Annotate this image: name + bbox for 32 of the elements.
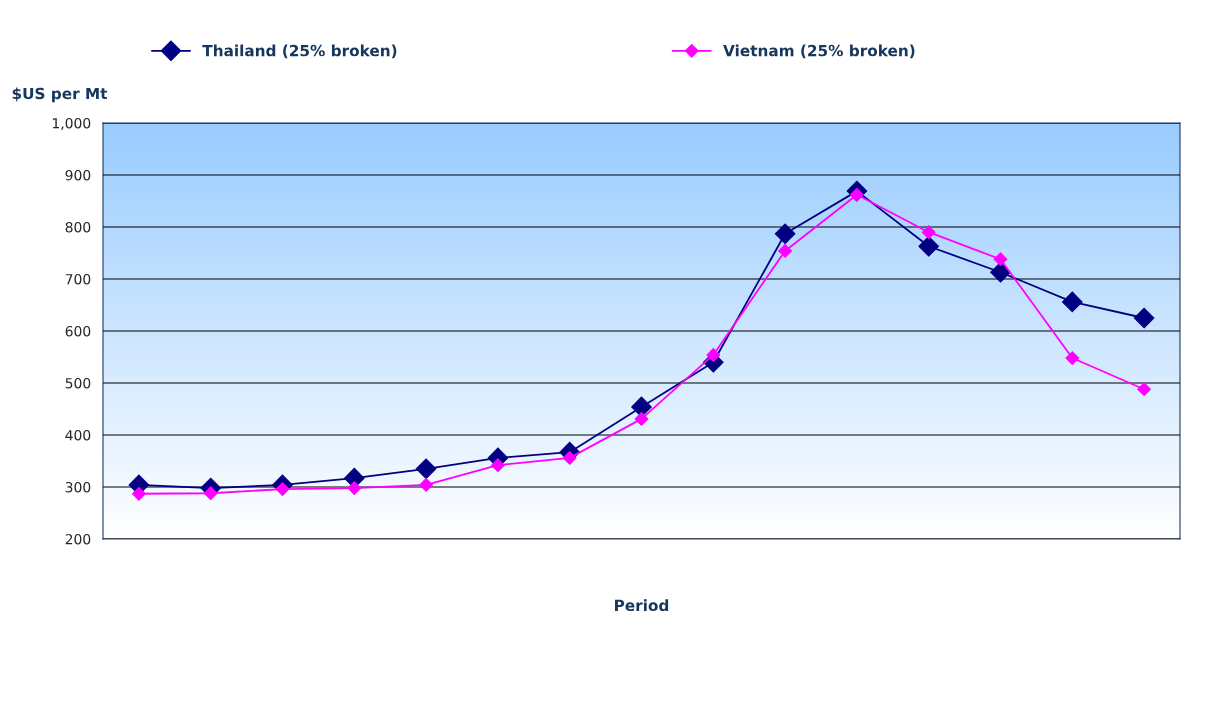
point bbox=[990, 261, 1011, 283]
point bbox=[1133, 307, 1155, 329]
y-tick-label: 1,000 bbox=[52, 117, 91, 130]
point bbox=[419, 478, 433, 492]
point bbox=[132, 486, 146, 501]
point bbox=[921, 225, 936, 240]
point bbox=[778, 244, 792, 258]
y-tick-label: 200 bbox=[65, 533, 91, 545]
y-tick-label: 500 bbox=[65, 377, 91, 389]
legend-label: Vietnam (25% broken) bbox=[723, 44, 915, 59]
point bbox=[491, 458, 505, 473]
y-tick-label: 800 bbox=[65, 221, 91, 233]
x-axis-title: Period bbox=[615, 599, 669, 612]
point bbox=[634, 411, 649, 426]
point bbox=[415, 458, 437, 480]
legend-label: Thailand (25% broken) bbox=[202, 44, 397, 59]
point bbox=[347, 481, 362, 495]
point bbox=[203, 486, 218, 501]
point bbox=[1061, 291, 1083, 313]
point bbox=[774, 223, 796, 245]
point bbox=[993, 252, 1008, 267]
y-tick-label: 400 bbox=[65, 429, 91, 441]
y-tick-label: 300 bbox=[65, 481, 91, 493]
y-tick-label: 600 bbox=[65, 325, 91, 337]
point bbox=[1137, 382, 1151, 397]
y-axis-title: $US per Mt bbox=[12, 87, 108, 103]
point bbox=[562, 450, 577, 465]
point bbox=[706, 348, 721, 362]
y-tick-label: 900 bbox=[65, 169, 91, 181]
point bbox=[918, 235, 940, 257]
point bbox=[1065, 351, 1080, 365]
y-tick-label: 700 bbox=[65, 273, 91, 285]
